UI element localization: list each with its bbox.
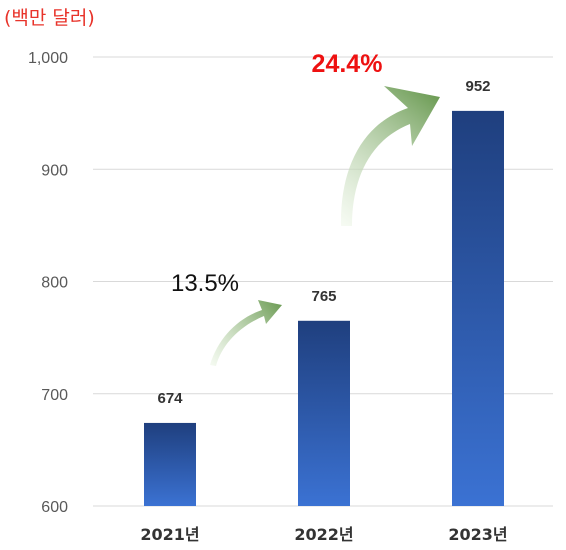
y-tick-label: 1,000: [28, 50, 68, 67]
bar-2022년: [298, 320, 350, 506]
unit-label: (백만 달러): [4, 7, 95, 29]
x-tick-label: 2021년: [140, 525, 199, 544]
y-tick-label: 900: [41, 162, 68, 179]
bar-value-label: 765: [311, 288, 336, 305]
bar-value-label: 674: [157, 390, 183, 407]
y-tick-label: 800: [41, 275, 68, 292]
bar-value-label: 952: [465, 78, 490, 95]
growth-label-2023: 24.4%: [312, 50, 383, 78]
growth-arrow-2022-2023: [340, 86, 440, 226]
y-tick-label: 700: [41, 387, 68, 404]
x-tick-label: 2022년: [294, 525, 353, 544]
growth-arrow-2021-2022: [210, 300, 282, 366]
x-tick-label: 2023년: [448, 525, 507, 544]
y-tick-label: 600: [41, 499, 68, 516]
bar-2021년: [144, 422, 196, 506]
growth-label-2022: 13.5%: [171, 270, 239, 297]
bar-2023년: [452, 110, 504, 506]
